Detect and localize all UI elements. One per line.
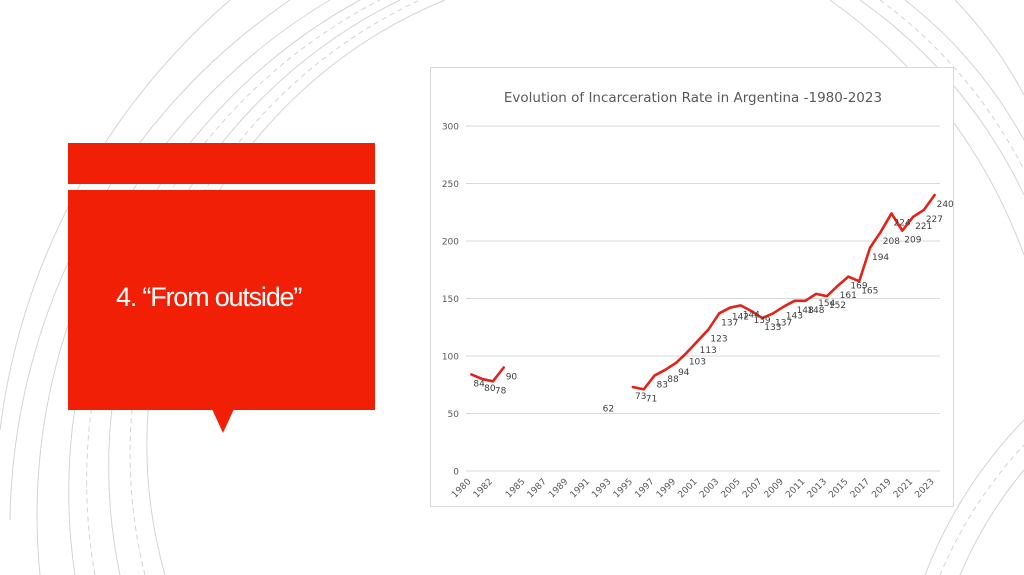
y-tick-label: 150 <box>442 295 459 305</box>
slide-title: 4. “From outside” <box>116 282 302 312</box>
data-label: 80 <box>484 384 496 394</box>
data-label: 90 <box>506 373 518 383</box>
title-panel-pointer <box>212 409 234 433</box>
series-line <box>631 193 936 391</box>
data-label: 161 <box>840 291 857 301</box>
data-label: 224 <box>894 218 911 228</box>
data-label: 139 <box>753 316 770 326</box>
x-tick-label: 2015 <box>827 477 850 500</box>
x-tick-label: 1991 <box>569 477 592 500</box>
data-label: 154 <box>818 299 835 309</box>
x-tick-label: 1985 <box>504 477 527 500</box>
x-tick-label: 1993 <box>590 477 613 500</box>
data-label: 88 <box>667 375 679 385</box>
x-tick-label: 2005 <box>720 477 743 500</box>
x-tick-label: 1995 <box>612 477 635 500</box>
data-label: 123 <box>710 335 727 345</box>
x-tick-label: 2011 <box>784 477 807 500</box>
y-tick-label: 0 <box>453 468 459 478</box>
x-tick-label: 2001 <box>676 477 699 500</box>
x-tick-label: 2007 <box>741 477 764 500</box>
x-tick-label: 2009 <box>763 477 786 500</box>
x-tick-label: 2017 <box>849 477 872 500</box>
data-label: 94 <box>678 368 690 378</box>
data-label: 209 <box>904 236 921 246</box>
series-line <box>470 366 506 383</box>
data-label: 148 <box>797 306 814 316</box>
x-tick-label: 2021 <box>892 477 915 500</box>
y-tick-label: 50 <box>448 410 460 420</box>
data-label: 221 <box>915 222 932 232</box>
data-label: 227 <box>926 215 943 225</box>
data-label: 62 <box>603 405 614 415</box>
data-label: 103 <box>689 358 706 368</box>
x-tick-label: 1987 <box>526 477 549 500</box>
data-label: 133 <box>764 323 781 333</box>
chart-frame: Evolution of Incarceration Rate in Argen… <box>430 67 954 507</box>
data-label: 83 <box>657 381 668 391</box>
x-tick-label: 2023 <box>913 477 936 500</box>
x-tick-label: 2013 <box>806 477 829 500</box>
data-label: 137 <box>721 318 738 328</box>
x-tick-label: 1989 <box>547 477 570 500</box>
data-label: 240 <box>937 200 954 210</box>
y-tick-label: 200 <box>442 238 459 248</box>
data-label: 152 <box>829 301 846 311</box>
chart-title: Evolution of Incarceration Rate in Argen… <box>504 90 882 106</box>
title-panel <box>68 190 375 410</box>
x-tick-label: 2019 <box>870 477 893 500</box>
data-label: 165 <box>861 286 878 296</box>
data-label: 78 <box>495 386 507 396</box>
incarceration-line-chart: Evolution of Incarceration Rate in Argen… <box>442 90 954 500</box>
data-label: 73 <box>635 392 646 402</box>
y-tick-label: 250 <box>442 180 459 190</box>
x-tick-label: 1980 <box>450 477 473 500</box>
data-label: 144 <box>743 310 760 320</box>
data-label: 208 <box>883 237 900 247</box>
y-tick-label: 300 <box>442 123 459 133</box>
data-label: 169 <box>850 282 867 292</box>
data-label: 143 <box>786 312 803 322</box>
y-tick-label: 100 <box>442 353 459 363</box>
data-label: 137 <box>775 318 792 328</box>
data-label: 194 <box>872 253 889 263</box>
x-tick-label: 1982 <box>472 477 495 500</box>
data-label: 71 <box>646 394 657 404</box>
accent-strip <box>68 143 375 184</box>
data-label: 148 <box>807 306 824 316</box>
x-tick-label: 1997 <box>633 477 656 500</box>
data-label: 84 <box>473 379 485 389</box>
x-tick-label: 2003 <box>698 477 721 500</box>
data-label: 113 <box>700 346 717 356</box>
data-label: 142 <box>732 313 749 323</box>
x-tick-label: 1999 <box>655 477 678 500</box>
